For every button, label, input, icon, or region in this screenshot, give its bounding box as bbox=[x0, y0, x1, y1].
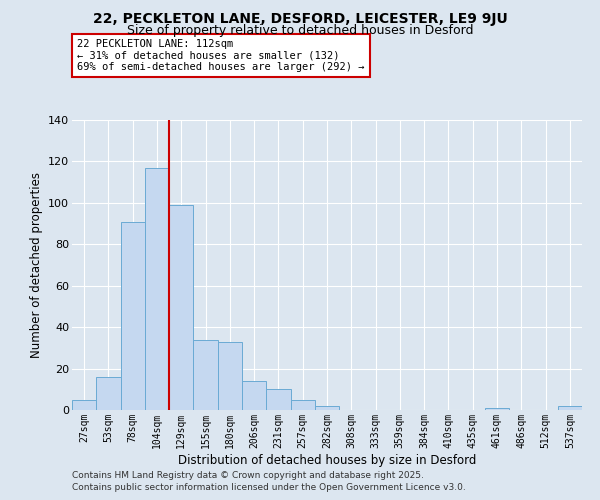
Text: Size of property relative to detached houses in Desford: Size of property relative to detached ho… bbox=[127, 24, 473, 37]
Bar bbox=[315, 406, 339, 410]
Bar bbox=[290, 400, 315, 410]
Text: Contains HM Land Registry data © Crown copyright and database right 2025.: Contains HM Land Registry data © Crown c… bbox=[72, 471, 424, 480]
Bar bbox=[72, 400, 96, 410]
Bar bbox=[193, 340, 218, 410]
Bar bbox=[96, 377, 121, 410]
X-axis label: Distribution of detached houses by size in Desford: Distribution of detached houses by size … bbox=[178, 454, 476, 466]
Text: Contains public sector information licensed under the Open Government Licence v3: Contains public sector information licen… bbox=[72, 484, 466, 492]
Bar bbox=[145, 168, 169, 410]
Bar bbox=[485, 408, 509, 410]
Y-axis label: Number of detached properties: Number of detached properties bbox=[29, 172, 43, 358]
Text: 22 PECKLETON LANE: 112sqm
← 31% of detached houses are smaller (132)
69% of semi: 22 PECKLETON LANE: 112sqm ← 31% of detac… bbox=[77, 39, 365, 72]
Bar bbox=[169, 205, 193, 410]
Bar bbox=[242, 381, 266, 410]
Bar bbox=[121, 222, 145, 410]
Bar bbox=[558, 406, 582, 410]
Bar bbox=[218, 342, 242, 410]
Bar bbox=[266, 390, 290, 410]
Text: 22, PECKLETON LANE, DESFORD, LEICESTER, LE9 9JU: 22, PECKLETON LANE, DESFORD, LEICESTER, … bbox=[92, 12, 508, 26]
